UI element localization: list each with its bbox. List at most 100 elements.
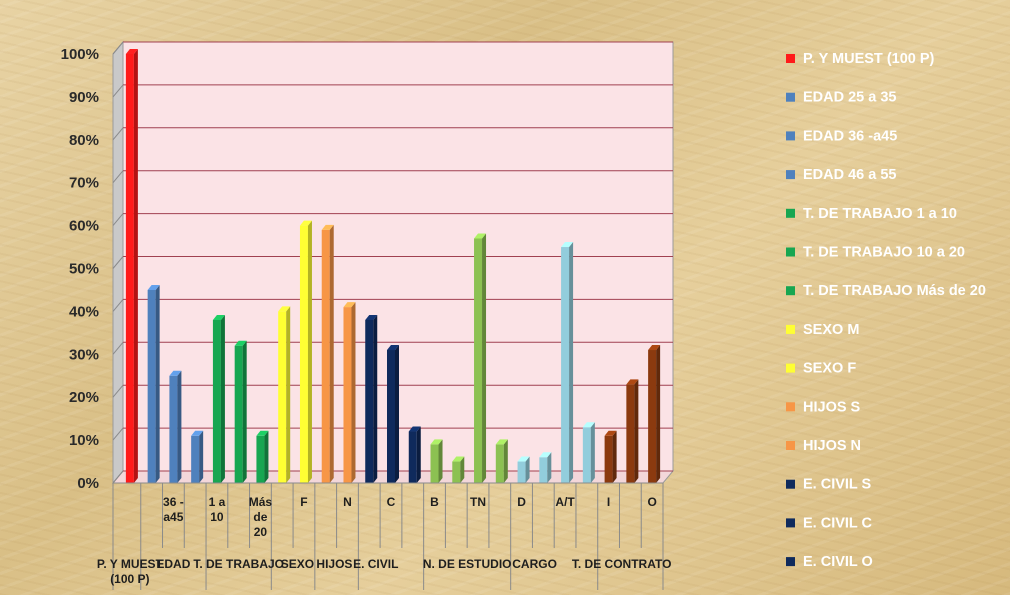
legend-label: EDAD 36 -a45 [803, 128, 897, 144]
legend-label: EDAD 46 a 55 [803, 167, 897, 183]
bar-front [626, 384, 635, 483]
bar [648, 345, 661, 483]
y-tick-label: 20% [69, 389, 99, 406]
y-tick-label: 50% [69, 261, 99, 278]
bar [626, 379, 639, 483]
x-category-label: A/T [555, 495, 575, 509]
bar-front [125, 54, 134, 483]
gridline-side [112, 213, 124, 226]
y-tick-label: 10% [69, 432, 99, 449]
y-tick-label: 40% [69, 303, 99, 320]
x-group-label: T. DE CONTRATO [572, 557, 672, 571]
y-tick-label: 100% [61, 46, 99, 63]
bar-top [474, 233, 487, 239]
bar [474, 233, 487, 483]
bar-front [278, 311, 287, 483]
bar-side [351, 302, 356, 483]
bar-side [503, 439, 508, 483]
legend-label: EDAD 25 a 35 [803, 90, 897, 106]
legend-item: T. DE TRABAJO 1 a 10 [786, 206, 957, 222]
bar-top [517, 456, 530, 462]
bar [430, 439, 443, 483]
bar-side [569, 242, 574, 483]
bar [212, 314, 225, 483]
bar-side [482, 233, 487, 483]
legend-label: E. CIVIL C [803, 515, 873, 531]
gridline-side [112, 41, 124, 55]
legend-swatch [786, 208, 795, 218]
bar [582, 422, 595, 483]
bar [191, 430, 204, 483]
legend-label: SEXO M [803, 322, 859, 338]
bar-front [604, 435, 613, 483]
bar-front [539, 457, 548, 483]
bar-front [169, 375, 178, 483]
x-category-label: 10 [210, 510, 224, 524]
bar-top [212, 314, 225, 320]
bar-side [525, 456, 530, 483]
gridline-side [112, 299, 124, 312]
x-category-label: 20 [254, 525, 268, 539]
gridline-side [112, 470, 124, 484]
bar [343, 302, 356, 483]
bar-top [539, 452, 552, 458]
legend-item: E. CIVIL S [786, 477, 872, 493]
legend-swatch [786, 92, 795, 102]
bar [561, 242, 574, 483]
x-group-label: E. CIVIL [353, 557, 398, 571]
legend-label: P. Y MUEST (100 P) [803, 51, 935, 67]
gridline-side [112, 127, 124, 141]
bar-front [387, 350, 395, 483]
bar-side [286, 306, 291, 483]
bar-side [242, 340, 247, 483]
bar-top [256, 430, 269, 436]
legend-label: T. DE TRABAJO Más de 20 [803, 283, 986, 299]
legend-swatch [786, 402, 795, 412]
bar [408, 426, 421, 483]
legend-item: E. CIVIL O [786, 554, 873, 570]
legend-item: EDAD 36 -a45 [786, 128, 897, 144]
legend-label: E. CIVIL O [803, 554, 873, 570]
bars [125, 49, 661, 483]
x-category-label: C [387, 495, 396, 509]
bar-side [590, 422, 595, 483]
bar-side [416, 426, 421, 483]
bar-front [147, 289, 156, 483]
bar-top [365, 314, 378, 320]
legend-swatch [786, 54, 795, 63]
bar-front [212, 319, 221, 483]
bar-top [191, 430, 204, 436]
bar-side [373, 314, 378, 483]
legend-item: SEXO M [786, 322, 859, 338]
bar-front [517, 461, 526, 483]
legend: P. Y MUEST (100 P) EDAD 25 a 35 EDAD 36 -a… [786, 51, 986, 570]
y-tick-label: 70% [69, 175, 99, 192]
bar-top [582, 422, 595, 428]
bar [517, 456, 530, 483]
x-group-label: EDAD [156, 557, 190, 571]
gridline-side [112, 427, 124, 441]
bar-front [256, 435, 265, 483]
bar-side [307, 220, 312, 483]
bar-side [329, 224, 334, 483]
gridline-side [112, 384, 124, 398]
x-category-label: TN [470, 495, 486, 509]
x-category-label: O [647, 495, 656, 509]
bar-front [648, 350, 657, 483]
bar [604, 430, 617, 483]
bar-top [561, 242, 574, 248]
bar-top [125, 49, 138, 54]
bar-top [343, 302, 356, 308]
bar-top [452, 456, 465, 462]
bar-front [495, 444, 504, 483]
bar-side [547, 452, 552, 483]
bar [278, 306, 291, 483]
legend-label: T. DE TRABAJO 10 a 20 [803, 245, 965, 261]
legend-swatch [786, 324, 795, 334]
bar-top [278, 306, 291, 312]
y-tick-label: 90% [69, 89, 99, 106]
bar-side [133, 49, 138, 483]
legend-swatch [786, 247, 795, 257]
bar-front [299, 225, 308, 483]
